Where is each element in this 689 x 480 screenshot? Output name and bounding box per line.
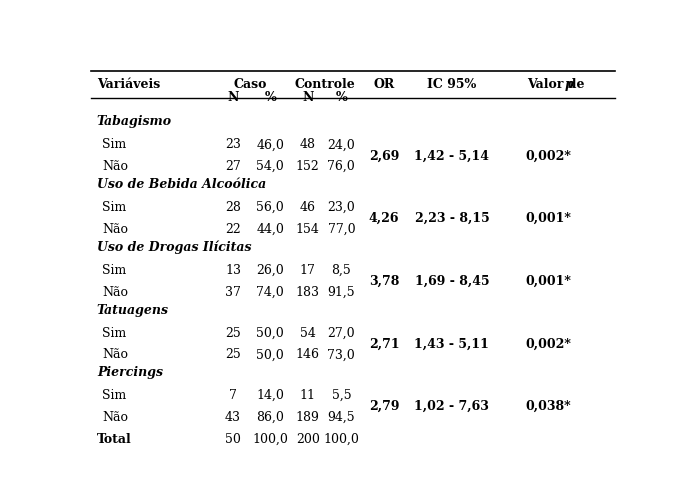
Text: 13: 13 [225, 263, 241, 276]
Text: 100,0: 100,0 [252, 432, 288, 445]
Text: 2,23 - 8,15: 2,23 - 8,15 [415, 212, 489, 225]
Text: %: % [336, 91, 347, 104]
Text: Caso: Caso [234, 78, 267, 91]
Text: 23,0: 23,0 [327, 201, 356, 214]
Text: 54: 54 [300, 326, 316, 339]
Text: Não: Não [102, 348, 128, 360]
Text: 7: 7 [229, 388, 237, 401]
Text: 146: 146 [296, 348, 320, 360]
Text: 54,0: 54,0 [256, 160, 285, 173]
Text: 200: 200 [296, 432, 320, 445]
Text: p: p [565, 78, 574, 91]
Text: 50,0: 50,0 [256, 348, 285, 360]
Text: 2,69: 2,69 [369, 149, 399, 162]
Text: N: N [302, 91, 313, 104]
Text: 44,0: 44,0 [256, 223, 285, 236]
Text: 26,0: 26,0 [256, 263, 285, 276]
Text: %: % [265, 91, 276, 104]
Text: 1,69 - 8,45: 1,69 - 8,45 [415, 274, 489, 287]
Text: 37: 37 [225, 285, 241, 298]
Text: N: N [227, 91, 238, 104]
Text: 27: 27 [225, 160, 241, 173]
Text: 154: 154 [296, 223, 320, 236]
Text: 43: 43 [225, 410, 241, 423]
Text: Não: Não [102, 410, 128, 423]
Text: Sim: Sim [102, 201, 126, 214]
Text: Variáveis: Variáveis [96, 78, 160, 91]
Text: 0,001*: 0,001* [525, 212, 571, 225]
Text: 23: 23 [225, 138, 241, 151]
Text: Uso de Drogas Ilícitas: Uso de Drogas Ilícitas [96, 240, 251, 253]
Text: 152: 152 [296, 160, 320, 173]
Text: Sim: Sim [102, 326, 126, 339]
Text: Tabagismo: Tabagismo [96, 115, 172, 128]
Text: 50,0: 50,0 [256, 326, 285, 339]
Text: Valor de: Valor de [526, 78, 588, 91]
Text: 77,0: 77,0 [327, 223, 355, 236]
Text: 28: 28 [225, 201, 241, 214]
Text: 189: 189 [296, 410, 320, 423]
Text: Sim: Sim [102, 263, 126, 276]
Text: Controle: Controle [294, 78, 356, 91]
Text: 8,5: 8,5 [331, 263, 351, 276]
Text: 76,0: 76,0 [327, 160, 356, 173]
Text: 94,5: 94,5 [327, 410, 355, 423]
Text: 0,002*: 0,002* [525, 149, 571, 162]
Text: 56,0: 56,0 [256, 201, 285, 214]
Text: 17: 17 [300, 263, 316, 276]
Text: 2,79: 2,79 [369, 399, 400, 412]
Text: 0,002*: 0,002* [525, 337, 571, 350]
Text: Sim: Sim [102, 388, 126, 401]
Text: Tatuagens: Tatuagens [96, 303, 169, 316]
Text: 11: 11 [300, 388, 316, 401]
Text: Total: Total [96, 432, 132, 445]
Text: Uso de Bebida Alcoólica: Uso de Bebida Alcoólica [96, 178, 266, 191]
Text: 14,0: 14,0 [256, 388, 285, 401]
Text: 100,0: 100,0 [323, 432, 359, 445]
Text: 2,71: 2,71 [369, 337, 400, 350]
Text: 86,0: 86,0 [256, 410, 285, 423]
Text: 1,43 - 5,11: 1,43 - 5,11 [415, 337, 489, 350]
Text: 91,5: 91,5 [327, 285, 355, 298]
Text: 27,0: 27,0 [327, 326, 355, 339]
Text: 74,0: 74,0 [256, 285, 285, 298]
Text: 0,001*: 0,001* [525, 274, 571, 287]
Text: 24,0: 24,0 [327, 138, 356, 151]
Text: 1,02 - 7,63: 1,02 - 7,63 [415, 399, 489, 412]
Text: Não: Não [102, 160, 128, 173]
Text: 48: 48 [300, 138, 316, 151]
Text: 5,5: 5,5 [331, 388, 351, 401]
Text: Sim: Sim [102, 138, 126, 151]
Text: 46,0: 46,0 [256, 138, 285, 151]
Text: 22: 22 [225, 223, 241, 236]
Text: Piercings: Piercings [96, 366, 163, 379]
Text: 183: 183 [296, 285, 320, 298]
Text: 46: 46 [300, 201, 316, 214]
Text: 1,42 - 5,14: 1,42 - 5,14 [414, 149, 489, 162]
Text: 4,26: 4,26 [369, 212, 400, 225]
Text: Não: Não [102, 223, 128, 236]
Text: OR: OR [373, 78, 395, 91]
Text: 25: 25 [225, 326, 241, 339]
Text: 3,78: 3,78 [369, 274, 399, 287]
Text: 50: 50 [225, 432, 241, 445]
Text: 0,038*: 0,038* [525, 399, 570, 412]
Text: 73,0: 73,0 [327, 348, 356, 360]
Text: 25: 25 [225, 348, 241, 360]
Text: Não: Não [102, 285, 128, 298]
Text: IC 95%: IC 95% [427, 78, 477, 91]
